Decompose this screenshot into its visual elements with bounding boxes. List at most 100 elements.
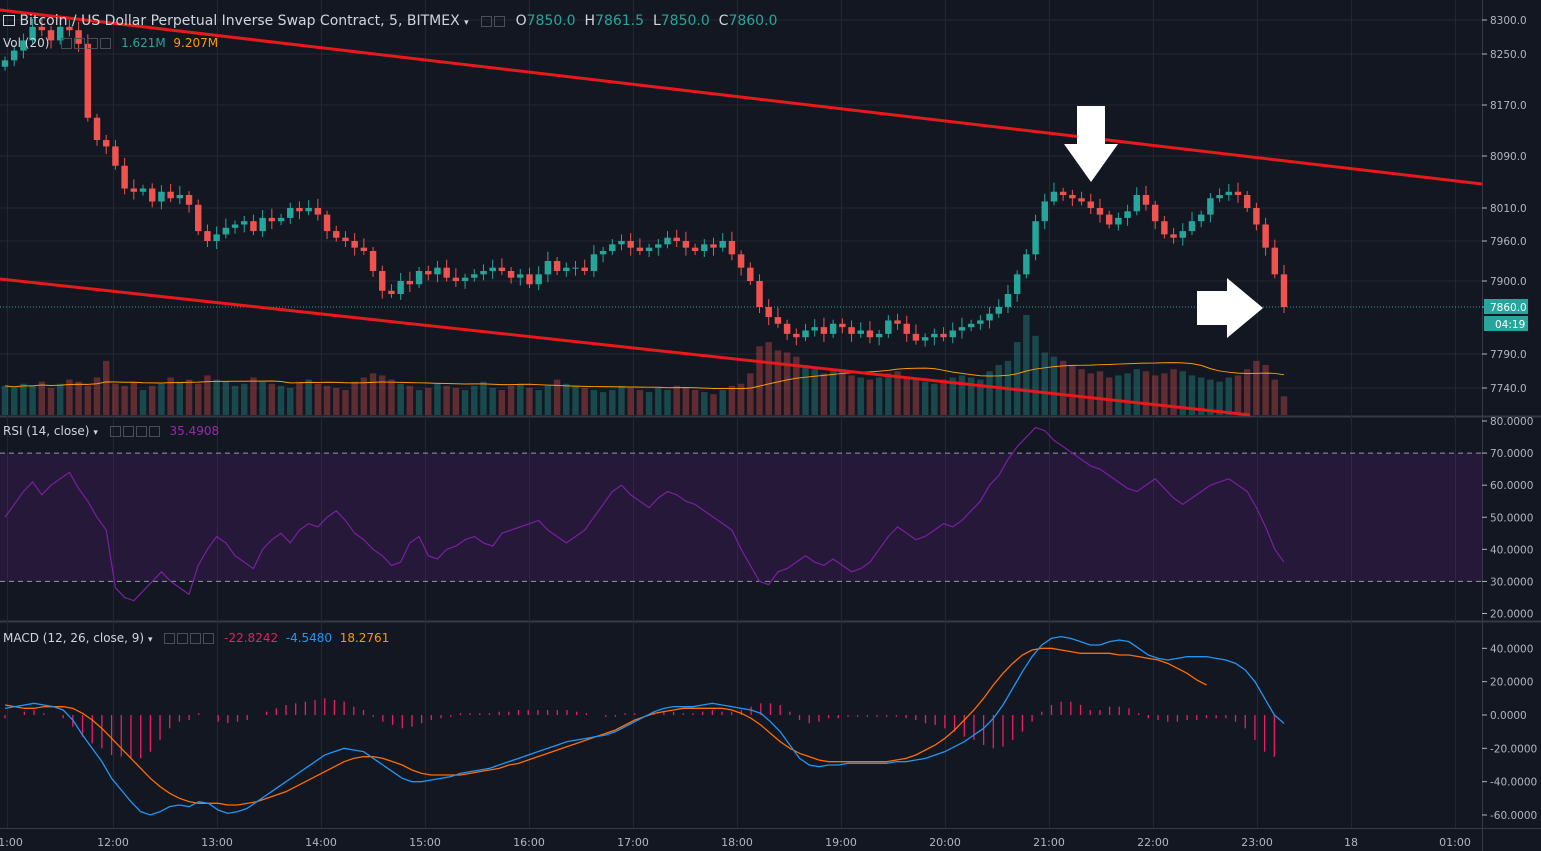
macd-legend[interactable]: MACD (12, 26, close, 9) ▾ -22.8242 -4.54… — [3, 631, 389, 645]
rsi-tick-label: 80.0000 — [1490, 416, 1533, 428]
candle — [866, 321, 874, 344]
volume-bar — [774, 350, 782, 415]
volume-bar — [379, 375, 386, 415]
candle-body — [29, 26, 36, 41]
volume-bar — [1234, 375, 1242, 415]
macd-controls[interactable] — [162, 631, 215, 645]
settings-icon[interactable] — [177, 633, 189, 644]
candle-body — [149, 188, 156, 202]
volume-bar — [553, 379, 561, 415]
volume-bar — [1078, 369, 1085, 415]
symbol-legend[interactable]: Bitcoin / US Dollar Perpetual Inverse Sw… — [3, 13, 777, 29]
volume-bar — [1124, 373, 1131, 415]
volume-bar — [866, 379, 874, 415]
add-icon[interactable] — [87, 38, 99, 49]
candle-body — [1032, 221, 1039, 255]
candle-body — [351, 241, 358, 248]
settings-icon[interactable] — [74, 38, 86, 49]
candle — [940, 327, 947, 342]
time-tick-label: 20:00 — [929, 836, 961, 849]
candle — [820, 317, 828, 342]
volume-controls[interactable] — [59, 36, 112, 50]
candle — [1234, 182, 1242, 203]
candle — [489, 259, 496, 279]
candle-body — [572, 267, 579, 269]
candle — [176, 185, 184, 205]
price-tick-label: 8300.0 — [1490, 15, 1527, 27]
add-icon[interactable] — [135, 426, 147, 437]
volume-bar — [572, 385, 579, 415]
volume-bar — [848, 375, 855, 415]
candle — [434, 261, 441, 283]
candle — [1262, 217, 1269, 256]
candle-body — [986, 313, 993, 321]
candle — [379, 265, 386, 299]
volume-legend[interactable]: Vol (20) 1.621M 9.207M — [3, 36, 218, 50]
volume-bar — [102, 360, 110, 415]
eye-icon[interactable] — [61, 38, 73, 49]
symbol-title[interactable]: Bitcoin / US Dollar Perpetual Inverse Sw… — [19, 13, 460, 29]
volume-bar — [977, 379, 984, 415]
candle — [1170, 227, 1177, 244]
volume-bar — [931, 383, 938, 415]
volume-bar — [176, 381, 184, 415]
candle — [1124, 204, 1131, 226]
candle — [765, 299, 772, 326]
chevron-down-icon[interactable]: ▾ — [93, 428, 98, 438]
time-tick-label: 18:00 — [721, 836, 753, 849]
candle — [802, 323, 809, 342]
settings-icon[interactable] — [494, 15, 506, 27]
candle — [737, 250, 745, 276]
close-icon[interactable] — [100, 38, 112, 49]
candle — [921, 333, 929, 347]
volume-bar — [940, 379, 947, 415]
eye-icon[interactable] — [109, 426, 121, 437]
eye-icon[interactable] — [481, 15, 493, 27]
candle-body — [765, 307, 772, 318]
legend-controls[interactable] — [479, 13, 506, 29]
candle — [323, 210, 331, 240]
candle — [1207, 193, 1214, 223]
candle — [774, 307, 782, 328]
volume-bar — [1, 385, 9, 415]
candle-body — [379, 271, 386, 291]
volume-bar — [756, 346, 763, 415]
close-icon[interactable] — [148, 426, 160, 437]
candle-body — [507, 271, 515, 278]
candle — [342, 231, 349, 247]
close-icon[interactable] — [203, 633, 215, 644]
candle — [277, 213, 285, 226]
candle — [747, 262, 754, 285]
candle — [875, 329, 883, 346]
eye-icon[interactable] — [164, 633, 176, 644]
candle-body — [471, 274, 478, 278]
candle — [388, 284, 395, 298]
chevron-down-icon[interactable]: ▾ — [464, 18, 469, 28]
chevron-down-icon[interactable]: ▾ — [147, 635, 153, 645]
candle-body — [645, 247, 653, 251]
volume-bar — [167, 377, 174, 415]
volume-bar — [452, 387, 460, 415]
volume-bar — [802, 365, 809, 415]
volume-bar — [56, 383, 64, 415]
candle — [627, 233, 634, 256]
candle — [1078, 191, 1085, 206]
macd-tick-label: -60.0000 — [1490, 810, 1537, 822]
candle-body — [737, 254, 745, 268]
add-icon[interactable] — [190, 633, 202, 644]
time-tick-label: 15:00 — [409, 836, 441, 849]
candle-body — [84, 43, 92, 118]
rsi-legend[interactable]: RSI (14, close) ▾ 35.4908 — [3, 424, 219, 438]
candle — [1, 56, 9, 71]
candle-body — [231, 224, 239, 228]
rsi-controls[interactable] — [108, 424, 160, 438]
volume-bar — [121, 385, 128, 415]
settings-icon[interactable] — [122, 426, 134, 437]
candle-body — [480, 271, 487, 275]
trendlines — [0, 8, 1483, 417]
candle-body — [1133, 195, 1140, 212]
candle — [848, 320, 855, 342]
candle-body — [627, 241, 634, 248]
candle — [369, 247, 377, 277]
